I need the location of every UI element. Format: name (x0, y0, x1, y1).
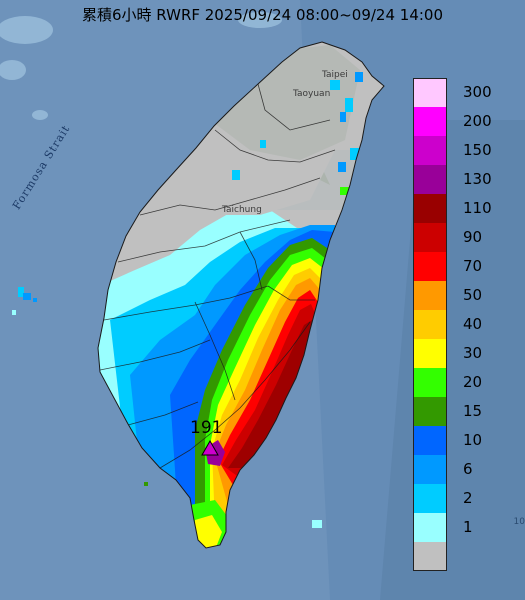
legend-row: 30 (413, 339, 518, 368)
legend-row: 1 (413, 513, 518, 542)
legend-label: 1 (463, 518, 473, 536)
legend-swatch (413, 397, 447, 426)
legend-swatch (413, 78, 447, 107)
legend-row: 130 (413, 165, 518, 194)
legend-label: 20 (463, 373, 483, 391)
legend-swatch (413, 223, 447, 252)
legend-label: 50 (463, 286, 483, 304)
place-label-taichung: Taichung (222, 205, 262, 215)
legend-swatch (413, 165, 447, 194)
legend-row: 150 (413, 136, 518, 165)
place-label-taoyuan: Taoyuan (293, 89, 331, 99)
legend-label: 40 (463, 315, 483, 333)
legend-swatch (413, 426, 447, 455)
peak-rainfall-label: 191 (190, 418, 223, 438)
legend-row: 50 (413, 281, 518, 310)
legend-swatch (413, 107, 447, 136)
legend-row: 300 (413, 78, 518, 107)
legend-label: 2 (463, 489, 473, 507)
legend-row: 200 (413, 107, 518, 136)
legend-row: 90 (413, 223, 518, 252)
legend-swatch (413, 455, 447, 484)
legend-row (413, 542, 518, 571)
legend-swatch (413, 136, 447, 165)
legend-row: 20 (413, 368, 518, 397)
legend-swatch (413, 368, 447, 397)
legend-swatch (413, 310, 447, 339)
legend-label: 30 (463, 344, 483, 362)
legend-label: 90 (463, 228, 483, 246)
legend-label: 200 (463, 112, 492, 130)
legend-swatch (413, 542, 447, 571)
legend-label: 70 (463, 257, 483, 275)
legend-row: 6 (413, 455, 518, 484)
legend-label: 300 (463, 83, 492, 101)
rainfall-legend: 300 200 150 130 110 90 70 50 40 30 20 15 10 6 2 1 (413, 78, 518, 571)
legend-swatch (413, 281, 447, 310)
map-title: 累積6小時 RWRF 2025/09/24 08:00~09/24 14:00 (81, 6, 444, 24)
legend-label: 150 (463, 141, 492, 159)
legend-swatch (413, 513, 447, 542)
legend-row: 15 (413, 397, 518, 426)
legend-label: 15 (463, 402, 483, 420)
legend-swatch (413, 194, 447, 223)
legend-swatch (413, 339, 447, 368)
legend-row: 10 (413, 426, 518, 455)
legend-row: 70 (413, 252, 518, 281)
legend-label: 110 (463, 199, 492, 217)
legend-swatch (413, 484, 447, 513)
legend-label: 10 (463, 431, 483, 449)
legend-row: 110 (413, 194, 518, 223)
legend-swatch (413, 252, 447, 281)
island-outline (97, 41, 385, 549)
legend-label: 130 (463, 170, 492, 188)
peak-marker-triangle-icon (201, 440, 219, 456)
offshore-rain-patches (12, 287, 322, 528)
legend-label: 6 (463, 460, 473, 478)
edge-tick-label: 10 (513, 517, 525, 527)
cloud-patches (0, 12, 282, 120)
place-label-taipei: Taipei (322, 70, 348, 80)
legend-row: 40 (413, 310, 518, 339)
legend-row: 2 (413, 484, 518, 513)
